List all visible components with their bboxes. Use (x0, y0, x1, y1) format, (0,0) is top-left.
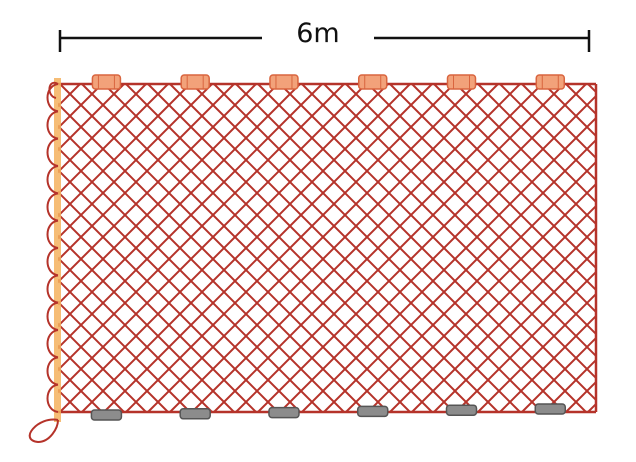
mesh-strand-down (58, 168, 301, 412)
sinker-row (90, 403, 567, 421)
sinker-body (179, 408, 211, 420)
side-loop (46, 192, 59, 222)
mesh-strand-down (58, 234, 235, 412)
mesh-strand-up (58, 84, 279, 306)
mesh-strand-up (521, 336, 596, 412)
sinker (90, 409, 123, 421)
mesh-strand-up (58, 84, 257, 284)
dimension-marker: 6m (58, 18, 591, 52)
float (180, 74, 210, 90)
mesh-strand-up (58, 84, 125, 152)
mesh-strand-up (58, 84, 301, 328)
dimension-label: 6m (296, 18, 339, 49)
mesh-strand-up (367, 182, 596, 412)
mesh-strand-up (433, 248, 596, 412)
mesh-strand-down (58, 388, 81, 412)
top-hook (48, 81, 59, 99)
mesh-strand-up (499, 314, 596, 412)
mesh-strand-down (499, 84, 596, 182)
side-rope-loops (28, 81, 59, 444)
tail-loop (28, 418, 59, 444)
mesh-strand-up (58, 84, 147, 174)
side-loop (46, 83, 59, 113)
float (357, 74, 388, 90)
float (535, 74, 566, 90)
side-loop (46, 329, 59, 359)
net-frame (54, 78, 598, 422)
mesh-strand-down (58, 212, 257, 412)
side-loop (46, 110, 59, 140)
mesh-strand-down (455, 84, 596, 226)
mesh-strand-down (323, 84, 596, 358)
side-loop (46, 219, 59, 249)
sinker-body (90, 409, 123, 421)
left-pole (54, 78, 61, 422)
mesh-strand-up (323, 138, 596, 412)
mesh-strand-down (610, 84, 636, 412)
sinker (356, 405, 389, 418)
mesh-strand-up (345, 160, 596, 412)
sinker-body (445, 404, 478, 416)
float-body (180, 74, 210, 90)
mesh-strand-down (58, 190, 279, 412)
float-body (357, 74, 388, 90)
float (269, 74, 299, 90)
side-loop (46, 356, 59, 386)
mesh-strand-up (455, 270, 596, 412)
mesh-strand-down (411, 84, 596, 270)
sinker-body (534, 403, 567, 415)
float-row (91, 74, 566, 90)
mesh-strand-down (58, 300, 169, 412)
sinker-body (356, 405, 389, 418)
side-loop (46, 274, 59, 304)
sinker (445, 404, 478, 416)
net-mesh (0, 84, 636, 412)
float (446, 74, 477, 90)
float (91, 74, 122, 90)
mesh-strand-down (58, 344, 125, 412)
mesh-strand-down (477, 84, 596, 204)
mesh-strand-up (58, 84, 81, 108)
mesh-strand-up (389, 204, 596, 412)
mesh-strand-up (58, 84, 235, 262)
sinker-body (268, 406, 300, 419)
sinker (534, 403, 567, 415)
mesh-strand-down (433, 84, 596, 248)
float-body (91, 74, 122, 90)
side-loop (46, 247, 59, 277)
side-loop (46, 301, 59, 331)
mesh-strand-down (58, 322, 147, 412)
mesh-strand-up (610, 84, 636, 412)
side-loop (46, 137, 59, 167)
mesh-strand-up (477, 292, 596, 412)
sinker (179, 408, 211, 420)
side-loop (46, 165, 59, 195)
float-body (446, 74, 477, 90)
mesh-strand-down (0, 84, 36, 412)
mesh-strand-up (0, 84, 36, 412)
mesh-strand-down (521, 84, 596, 160)
mesh-strand-up (411, 226, 596, 412)
float-body (535, 74, 566, 90)
float-body (269, 74, 299, 90)
side-loop (46, 383, 59, 413)
sinker (268, 406, 300, 419)
mesh-strand-up (58, 84, 169, 196)
